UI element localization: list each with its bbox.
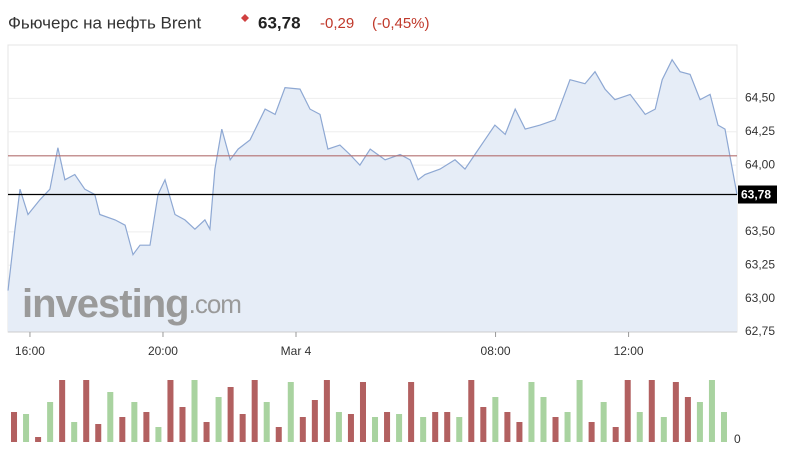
volume-bar (263, 402, 270, 442)
volume-bar (396, 414, 403, 442)
volume-bar (275, 427, 282, 442)
volume-bar (215, 397, 222, 442)
y-tick-label: 63,25 (745, 257, 775, 271)
volume-bar (71, 422, 78, 442)
volume-bar (131, 402, 138, 442)
volume-bar (179, 407, 186, 442)
volume-bar (47, 402, 54, 442)
x-tick-label: 20:00 (148, 344, 178, 358)
volume-bar (143, 412, 150, 442)
title: Фьючерс на нефть Brent (8, 13, 201, 32)
y-tick-label: 63,50 (745, 224, 775, 238)
price-label-box (738, 185, 777, 204)
volume-bar (672, 382, 679, 442)
y-tick-label: 63,00 (745, 291, 775, 305)
area (8, 59, 737, 332)
volume-bar (624, 380, 631, 442)
volume-bar (11, 412, 18, 442)
volume-bar (564, 412, 571, 442)
x-tick-label: 16:00 (15, 344, 45, 358)
volume-bar (384, 412, 391, 442)
volume-bar (311, 400, 318, 442)
volume-bar (359, 382, 366, 442)
volume-bar (167, 380, 174, 442)
volume-bar (480, 407, 487, 442)
y-tick-label: 62,75 (745, 324, 775, 338)
volume-bar (648, 380, 655, 442)
volume-bar (408, 382, 415, 442)
volume-bar (95, 424, 102, 442)
volume-bar (516, 422, 523, 442)
price-line (7, 58, 738, 291)
volume-bar (528, 382, 535, 442)
change: -0,29 (320, 15, 354, 32)
volume-bar (59, 380, 66, 442)
volume-bar (323, 380, 330, 442)
volume-bar (347, 414, 354, 442)
volume-bar (299, 417, 306, 442)
volume-bar (155, 427, 162, 442)
volume-bar (660, 417, 667, 442)
volume-bar (552, 417, 559, 442)
volume-bar (119, 417, 126, 442)
volume-bar (107, 392, 114, 442)
volume-bar (432, 412, 439, 442)
volume-bar (612, 427, 619, 442)
volume-bar (684, 397, 691, 442)
volume-bar (504, 412, 511, 442)
watermark: investing.com (22, 282, 241, 326)
x-tick-label: Mar 4 (281, 344, 312, 358)
x-tick-label: 12:00 (614, 344, 644, 358)
volume-bar (696, 402, 703, 442)
y-tick-label: 64,50 (745, 91, 775, 105)
volume-bar (540, 397, 547, 442)
volume-bar (251, 380, 258, 442)
x-tick-label: 08:00 (481, 344, 511, 358)
volume-bar (227, 387, 234, 442)
volume-bar (708, 380, 715, 442)
volume-bar (720, 412, 727, 442)
volume-bar (588, 422, 595, 442)
watermark-brand: investing (22, 282, 189, 326)
volume-bar (456, 417, 463, 442)
volume-bar (239, 414, 246, 442)
trend-icon (241, 14, 249, 22)
volume-bar (600, 402, 607, 442)
volume-bar (287, 382, 294, 442)
volume-bar (636, 412, 643, 442)
volume-bar (444, 412, 451, 442)
volume-bar (468, 380, 475, 442)
volume-bar (35, 437, 42, 442)
volume-bar (576, 380, 583, 442)
price: 63,78 (258, 13, 301, 32)
volume-bar (191, 380, 198, 442)
volume-bar (372, 417, 379, 442)
change-percent: (-0,45%) (372, 15, 430, 32)
volume-tick-label: 0 (734, 432, 741, 446)
volume-bar (203, 422, 210, 442)
volume-bar (492, 397, 499, 442)
volume-bar (335, 412, 342, 442)
y-tick-label: 64,25 (745, 124, 775, 138)
price-label: 63,78 (741, 188, 771, 202)
volume-bar (420, 417, 427, 442)
volume-bar (83, 380, 90, 442)
volume-bar (23, 414, 30, 442)
watermark-domain: .com (189, 289, 241, 319)
y-tick-label: 64,00 (745, 157, 775, 171)
